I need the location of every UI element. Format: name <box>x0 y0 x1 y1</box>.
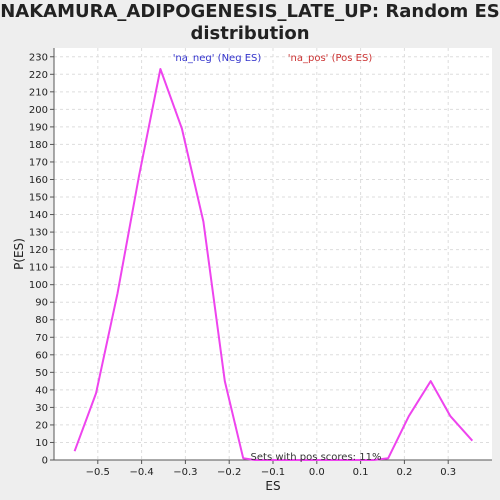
y-tick-label-9: 90 <box>35 298 48 309</box>
y-axis-ticks: 0 10 20 30 40 50 60 70 80 90 100 110 120 130 140 150 160… <box>29 52 54 467</box>
x-tick-label-6: 0.1 <box>353 467 369 478</box>
y-tick-label-14: 140 <box>29 210 48 221</box>
pos-scores-annotation: Sets with pos scores: 11% <box>251 452 382 463</box>
y-tick-label-6: 60 <box>35 350 48 361</box>
x-tick-label-0: −0.5 <box>86 467 110 478</box>
y-tick-label-17: 170 <box>29 157 48 168</box>
y-tick-label-3: 30 <box>35 403 48 414</box>
y-tick-label-13: 130 <box>29 228 48 239</box>
y-tick-label-18: 180 <box>29 140 48 151</box>
y-tick-label-7: 70 <box>35 333 48 344</box>
x-tick-label-4: −0.1 <box>261 467 285 478</box>
y-tick-label-0: 0 <box>42 456 48 467</box>
x-tick-label-3: −0.2 <box>217 467 241 478</box>
x-tick-label-7: 0.2 <box>396 467 412 478</box>
y-tick-label-4: 40 <box>35 385 48 396</box>
chart-title: NAKAMURA_ADIPOGENESIS_LATE_UP: Random ES… <box>0 1 500 45</box>
x-tick-label-8: 0.3 <box>440 467 456 478</box>
y-tick-label-15: 150 <box>29 193 48 204</box>
y-axis-label: P(ES) <box>12 238 26 270</box>
y-tick-label-11: 110 <box>29 263 48 274</box>
chart-title-line1: NAKAMURA_ADIPOGENESIS_LATE_UP: Random ES <box>0 1 500 22</box>
y-tick-label-16: 160 <box>29 175 48 186</box>
x-tick-label-5: 0.0 <box>309 467 325 478</box>
y-tick-label-19: 190 <box>29 122 48 133</box>
grid-lines <box>54 48 492 461</box>
y-tick-label-5: 50 <box>35 368 48 379</box>
y-tick-label-8: 80 <box>35 315 48 326</box>
y-tick-label-23: 230 <box>29 52 48 63</box>
y-tick-label-10: 100 <box>29 280 48 291</box>
y-tick-label-21: 210 <box>29 87 48 98</box>
y-tick-label-12: 120 <box>29 245 48 256</box>
x-axis-label: ES <box>265 479 280 493</box>
chart-title-line2: distribution <box>190 23 310 44</box>
legend-neg: 'na_neg' (Neg ES) <box>173 53 262 64</box>
series-line-0 <box>73 68 474 461</box>
y-tick-label-22: 220 <box>29 70 48 81</box>
y-tick-label-1: 10 <box>35 438 48 449</box>
y-tick-label-2: 20 <box>35 420 48 431</box>
series-layer <box>73 68 474 461</box>
legend-pos: 'na_pos' (Pos ES) <box>288 53 373 64</box>
x-tick-label-1: −0.4 <box>129 467 153 478</box>
x-tick-label-2: −0.3 <box>173 467 197 478</box>
y-tick-label-20: 200 <box>29 105 48 116</box>
